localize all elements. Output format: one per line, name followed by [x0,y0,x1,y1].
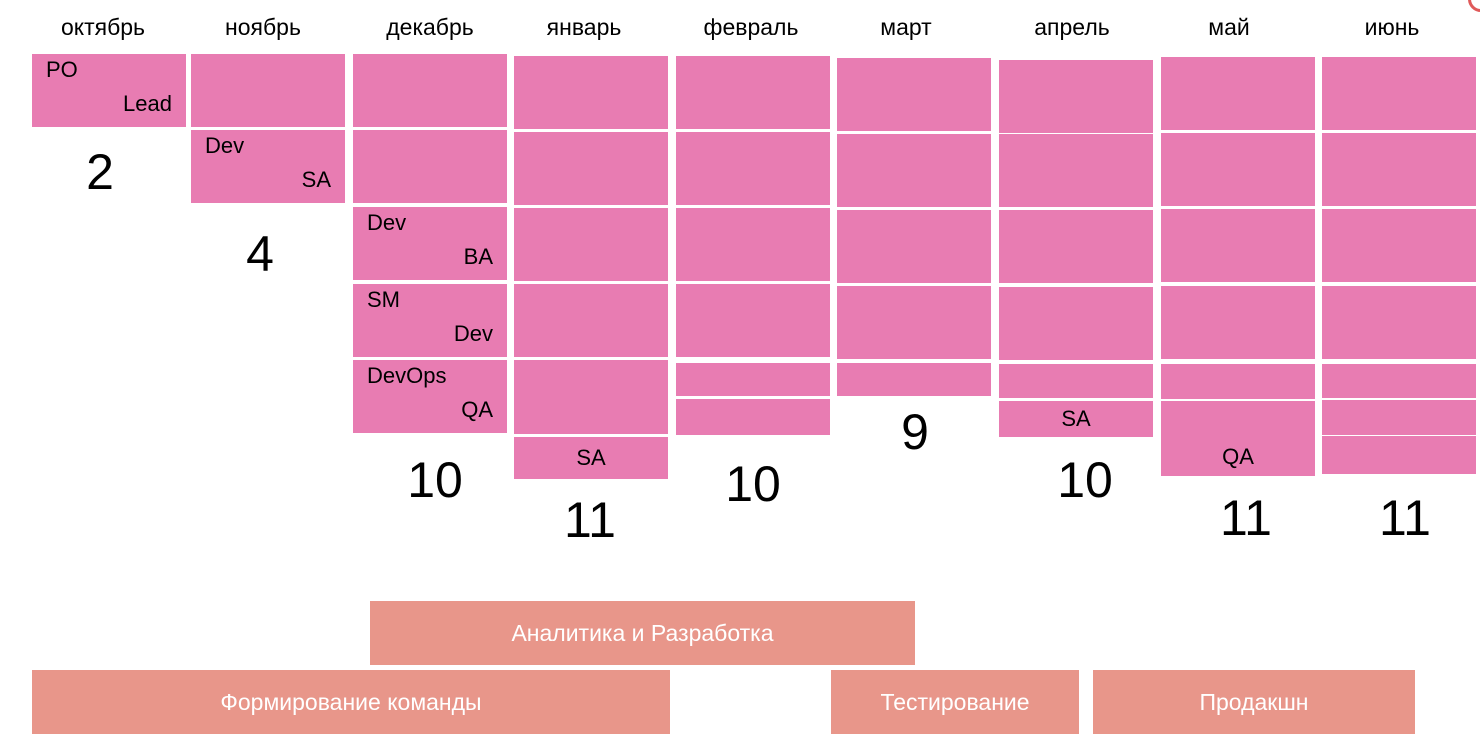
headcount-number: 2 [86,144,114,200]
team-member-block [514,132,668,205]
headcount-number: 11 [1220,490,1272,546]
headcount-number: 10 [1057,452,1113,508]
role-label: Lead [123,91,172,116]
phase-bar: Тестирование [831,670,1079,734]
headcount-number: 11 [564,492,616,548]
role-label: SM [367,287,400,312]
team-member-block [676,132,830,205]
team-member-block [837,58,991,131]
month-label: март [880,14,932,40]
team-member-block [837,363,991,396]
team-member-block: SA [999,401,1153,437]
team-member-block [999,134,1153,207]
team-member-block [514,360,668,434]
team-member-block [514,284,668,357]
month-label: февраль [703,14,799,40]
role-label: SA [301,167,331,192]
team-member-block [1161,133,1315,206]
team-member-block: SM Dev [353,284,507,357]
phase-bar: Формирование команды [32,670,670,734]
team-member-block [1161,209,1315,282]
team-member-block [837,286,991,359]
phase-bar: Продакшн [1093,670,1415,734]
headcount-number: 9 [901,404,929,460]
role-label: DevOps [367,363,447,388]
month-label: ноябрь [225,14,301,40]
headcount-number: 10 [407,452,463,508]
headcount-number: 11 [1379,490,1431,546]
team-member-block [1322,286,1476,359]
role-label: PO [46,57,78,82]
role-label: QA [461,397,493,422]
team-member-block: DevOps QA [353,360,507,433]
headcount-number: 10 [725,456,781,512]
team-member-block [837,210,991,283]
role-label: QA [1222,443,1254,469]
headcount-number: 4 [246,226,274,282]
team-member-block [1161,57,1315,130]
team-member-block [676,56,830,129]
team-member-block [1322,133,1476,206]
team-member-block [514,56,668,129]
team-member-block [1322,209,1476,282]
team-member-block [1161,286,1315,359]
team-member-block: SA [514,437,668,479]
team-member-block [676,363,830,396]
team-member-block [514,208,668,281]
month-label: июнь [1364,14,1420,40]
phase-bar: Аналитика и Разработка [370,601,915,665]
role-label: SA [576,445,606,470]
team-member-block [676,284,830,357]
team-member-block: PO Lead [32,54,186,127]
month-label: май [1208,14,1250,40]
team-member-block [837,134,991,207]
team-member-block [1322,57,1476,130]
month-label: апрель [1034,14,1110,40]
team-member-block [999,60,1153,133]
team-member-block [999,364,1153,398]
team-member-block [676,208,830,281]
team-member-block [1161,401,1315,437]
team-member-block: Dev SA [191,130,345,203]
role-label: Dev [367,210,407,235]
corner-accent-icon [1468,0,1480,12]
team-member-block [191,54,345,127]
month-label: декабрь [386,14,474,40]
role-label: Dev [205,133,245,158]
team-member-block [1322,364,1476,398]
role-label: BA [463,244,493,269]
team-member-block [353,130,507,203]
month-label: январь [546,14,622,40]
team-member-block [999,287,1153,360]
team-member-block [676,399,830,435]
team-member-block: QA [1161,437,1315,476]
team-member-block [353,54,507,127]
month-label: октябрь [60,14,146,40]
team-member-block: Dev BA [353,207,507,280]
team-member-block [1322,436,1476,474]
team-member-block [999,210,1153,283]
team-member-block [1161,364,1315,399]
role-label: SA [1061,406,1091,431]
role-label: Dev [453,321,493,346]
team-member-block [1322,400,1476,435]
